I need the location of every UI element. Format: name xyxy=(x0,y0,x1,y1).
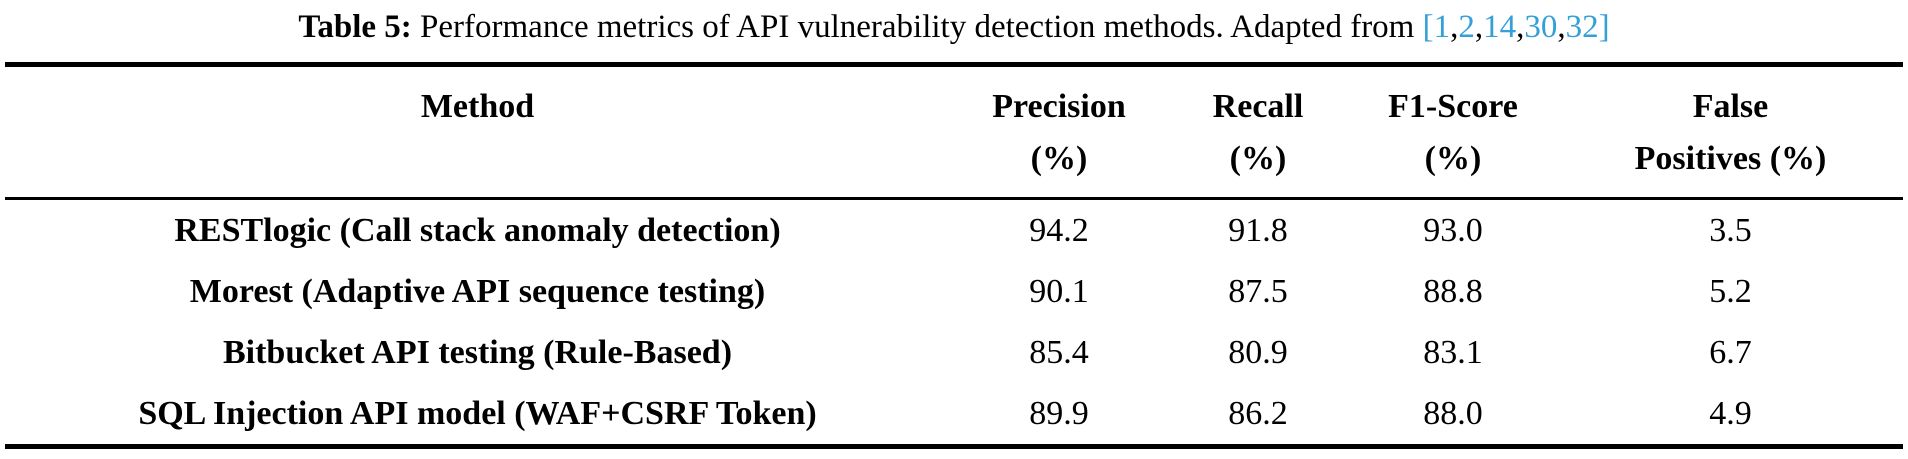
table-row: Bitbucket API testing (Rule-Based) 85.4 80… xyxy=(5,322,1903,383)
value-cell: 6.7 xyxy=(1709,333,1752,371)
citation-separator: , xyxy=(1557,9,1566,45)
value-cell: 86.2 xyxy=(1228,394,1288,432)
table-caption: Table 5: Performance metrics of API vuln… xyxy=(0,0,1908,62)
value-cell: 91.8 xyxy=(1228,211,1288,249)
table-row: Morest (Adaptive API sequence testing) 90… xyxy=(5,261,1903,322)
value-cell: 3.5 xyxy=(1709,211,1752,249)
method-cell: Morest (Adaptive API sequence testing) xyxy=(189,272,766,310)
value-cell: 5.2 xyxy=(1709,272,1752,310)
value-cell: 85.4 xyxy=(1029,333,1089,371)
citation-separator: , xyxy=(1450,9,1459,45)
citation-ref-link[interactable]: 32 xyxy=(1565,9,1599,45)
citation: [1,2,14,30,32] xyxy=(1423,9,1610,45)
citation-open-bracket: [ xyxy=(1422,9,1434,45)
value-cell: 93.0 xyxy=(1423,211,1483,249)
header-line1: Recall xyxy=(1212,88,1304,125)
header-row: Method Precision (%) Recall (%) F1-Score… xyxy=(5,65,1903,199)
header-line2: (%) xyxy=(1030,140,1088,177)
value-cell: 94.2 xyxy=(1029,211,1089,249)
header-line2: Positives (%) xyxy=(1634,140,1827,177)
table-row: SQL Injection API model (WAF+CSRF Token)… xyxy=(5,383,1903,447)
table-header: Method Precision (%) Recall (%) F1-Score… xyxy=(5,65,1903,199)
method-cell: RESTlogic (Call stack anomaly detection) xyxy=(174,211,781,249)
column-header-false-positives: False Positives (%) xyxy=(1558,65,1903,199)
citation-close-bracket: ] xyxy=(1598,9,1610,45)
method-cell: Bitbucket API testing (Rule-Based) xyxy=(222,333,733,371)
value-cell: 90.1 xyxy=(1029,272,1089,310)
value-cell: 83.1 xyxy=(1423,333,1483,371)
method-cell: SQL Injection API model (WAF+CSRF Token) xyxy=(138,394,817,432)
citation-ref-link[interactable]: 30 xyxy=(1524,9,1558,45)
table-row: RESTlogic (Call stack anomaly detection)… xyxy=(5,199,1903,262)
citation-ref-link[interactable]: 14 xyxy=(1483,9,1517,45)
value-cell: 80.9 xyxy=(1228,333,1288,371)
citation-ref-link[interactable]: 1 xyxy=(1433,9,1451,45)
column-header-precision: Precision (%) xyxy=(950,65,1168,199)
value-cell: 88.0 xyxy=(1423,394,1483,432)
header-line2: (%) xyxy=(1424,140,1482,177)
value-cell: 87.5 xyxy=(1228,272,1288,310)
value-cell: 88.8 xyxy=(1423,272,1483,310)
citation-separator: , xyxy=(1516,9,1525,45)
column-header-f1-score: F1-Score (%) xyxy=(1348,65,1558,199)
header-line1: Precision xyxy=(992,88,1126,125)
table-body: RESTlogic (Call stack anomaly detection)… xyxy=(5,199,1903,447)
header-line1: F1-Score xyxy=(1388,88,1518,125)
value-cell: 89.9 xyxy=(1029,394,1089,432)
caption-label: Table 5: xyxy=(298,9,412,45)
header-line1: Method xyxy=(420,88,535,125)
caption-text: Performance metrics of API vulnerability… xyxy=(420,9,1415,45)
citation-separator: , xyxy=(1474,9,1484,45)
metrics-table: Method Precision (%) Recall (%) F1-Score… xyxy=(5,62,1903,449)
header-line1: False xyxy=(1692,88,1769,125)
header-line2: (%) xyxy=(1229,140,1287,177)
value-cell: 4.9 xyxy=(1709,394,1752,432)
citation-ref-link[interactable]: 2 xyxy=(1458,9,1475,45)
column-header-method: Method xyxy=(5,65,950,199)
column-header-recall: Recall (%) xyxy=(1168,65,1348,199)
